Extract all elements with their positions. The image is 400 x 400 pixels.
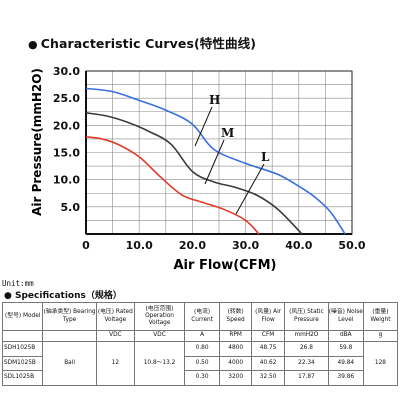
series-label-h: H <box>209 93 220 107</box>
y-tick-label: 5.0 <box>61 201 81 214</box>
x-tick-label: 10.0 <box>126 239 153 252</box>
series-line-h <box>85 87 346 235</box>
unit-cell: dBA <box>327 330 364 342</box>
spec-title-text: Specifications（规格） <box>15 291 122 301</box>
bullet-icon: ● <box>4 291 12 301</box>
unit-cell: g <box>362 330 399 342</box>
chart-axes <box>85 70 353 235</box>
x-tick-label: 20.0 <box>179 239 206 252</box>
header-operation-voltage: (电压范围) Operation Voltage <box>134 302 186 331</box>
unit-cell <box>1 330 44 342</box>
noise-cell: 59.8 <box>327 341 364 357</box>
series-leader-h <box>194 106 213 147</box>
current-cell: 0.50 <box>184 355 221 371</box>
y-tick-label: 20.0 <box>53 119 80 132</box>
series-line-l <box>85 135 260 235</box>
model-cell: SDL1025B <box>1 370 44 386</box>
chart-title-text: Characteristic Curves(特性曲线) <box>40 36 257 51</box>
header-air-flow: (风量) Air Flow <box>251 302 286 331</box>
x-axis-label: Air Flow(CFM) <box>174 258 277 273</box>
x-tick-label: 30.0 <box>232 239 259 252</box>
model-cell: SDH1025B <box>1 341 44 357</box>
unit-cell: VDC <box>95 330 136 342</box>
y-tick-label: 30.0 <box>53 65 80 78</box>
air-flow-cell: 32.50 <box>251 370 286 386</box>
speed-cell: 4800 <box>219 341 253 357</box>
spec-header-row: (型号) Model (轴承类型) Bearing Type (电压) Rate… <box>1 302 399 331</box>
unit-cell: A <box>184 330 221 342</box>
operation-voltage-cell: 10.8～13.2 <box>134 341 186 386</box>
header-bearing: (轴承类型) Bearing Type <box>42 302 97 331</box>
series-label-l: L <box>261 150 270 164</box>
x-tick-label: 50.0 <box>338 239 365 252</box>
y-tick-label: 10.0 <box>53 174 80 187</box>
unit-cell: mmH2O <box>284 330 329 342</box>
weight-cell: 128 <box>362 341 399 386</box>
header-rated-voltage: (电压) Rated Voltage <box>95 302 136 331</box>
spec-table: (型号) Model (轴承类型) Bearing Type (电压) Rate… <box>1 302 399 386</box>
static-pressure-cell: 17.87 <box>284 370 329 386</box>
unit-cell <box>42 330 97 342</box>
spec-title: ● Specifications（规格） <box>4 288 122 301</box>
chart-series: H M L <box>85 87 346 235</box>
rated-voltage-cell: 12 <box>95 341 136 386</box>
header-static-pressure: (风压) Static Pressure <box>284 302 329 331</box>
header-current: (电流) Current <box>184 302 221 331</box>
y-tick-label: 25.0 <box>53 92 80 105</box>
chart-title: ● Characteristic Curves(特性曲线) <box>28 33 256 52</box>
table-row: SDL1025B 0.30 3200 32.50 17.87 39.86 <box>1 370 398 386</box>
series-label-m: M <box>221 126 234 140</box>
current-cell: 0.30 <box>184 370 221 386</box>
noise-cell: 39.86 <box>327 370 364 386</box>
bearing-cell: Ball <box>42 341 97 386</box>
unit-cell: CFM <box>251 330 286 342</box>
spec-units-row: VDC VDC A RPM CFM mmH2O dBA g <box>1 330 399 342</box>
model-cell: SDM1025B <box>1 355 44 371</box>
unit-cell: VDC <box>134 330 186 342</box>
series-leader-l <box>235 163 265 215</box>
y-axis-label: Air Pressure(mmH2O) <box>30 68 44 216</box>
header-speed: (转数) Speed <box>219 302 253 331</box>
x-tick-label: 0 <box>82 239 90 252</box>
air-flow-cell: 40.62 <box>251 355 286 371</box>
header-weight: (重量) Weight <box>362 302 399 331</box>
series-line-m <box>85 112 303 235</box>
table-row: SDH1025B Ball 12 10.8～13.2 0.80 4800 48.… <box>1 341 399 386</box>
current-cell: 0.80 <box>184 341 221 357</box>
chart-tick-labels: 0 10.0 20.0 30.0 40.0 50.0 5.0 10.0 15.0 20.0 25.0… <box>53 65 366 252</box>
air-flow-cell: 48.75 <box>251 341 286 357</box>
y-tick-label: 15.0 <box>53 147 80 160</box>
speed-cell: 4000 <box>219 355 253 371</box>
unit-cell: RPM <box>219 330 253 342</box>
static-pressure-cell: 22.34 <box>284 355 329 371</box>
unit-note: Unit:mm <box>2 279 34 288</box>
bullet-icon: ● <box>28 38 38 51</box>
noise-cell: 49.84 <box>327 355 364 371</box>
table-row: SDM1025B 0.50 4000 40.62 22.34 49.84 <box>1 355 398 371</box>
series-leader-m <box>204 139 225 185</box>
header-noise: (噪音) Noise Level <box>327 302 364 331</box>
x-tick-label: 40.0 <box>285 239 312 252</box>
speed-cell: 3200 <box>219 370 253 386</box>
header-model: (型号) Model <box>1 302 44 331</box>
static-pressure-cell: 26.8 <box>284 341 329 357</box>
